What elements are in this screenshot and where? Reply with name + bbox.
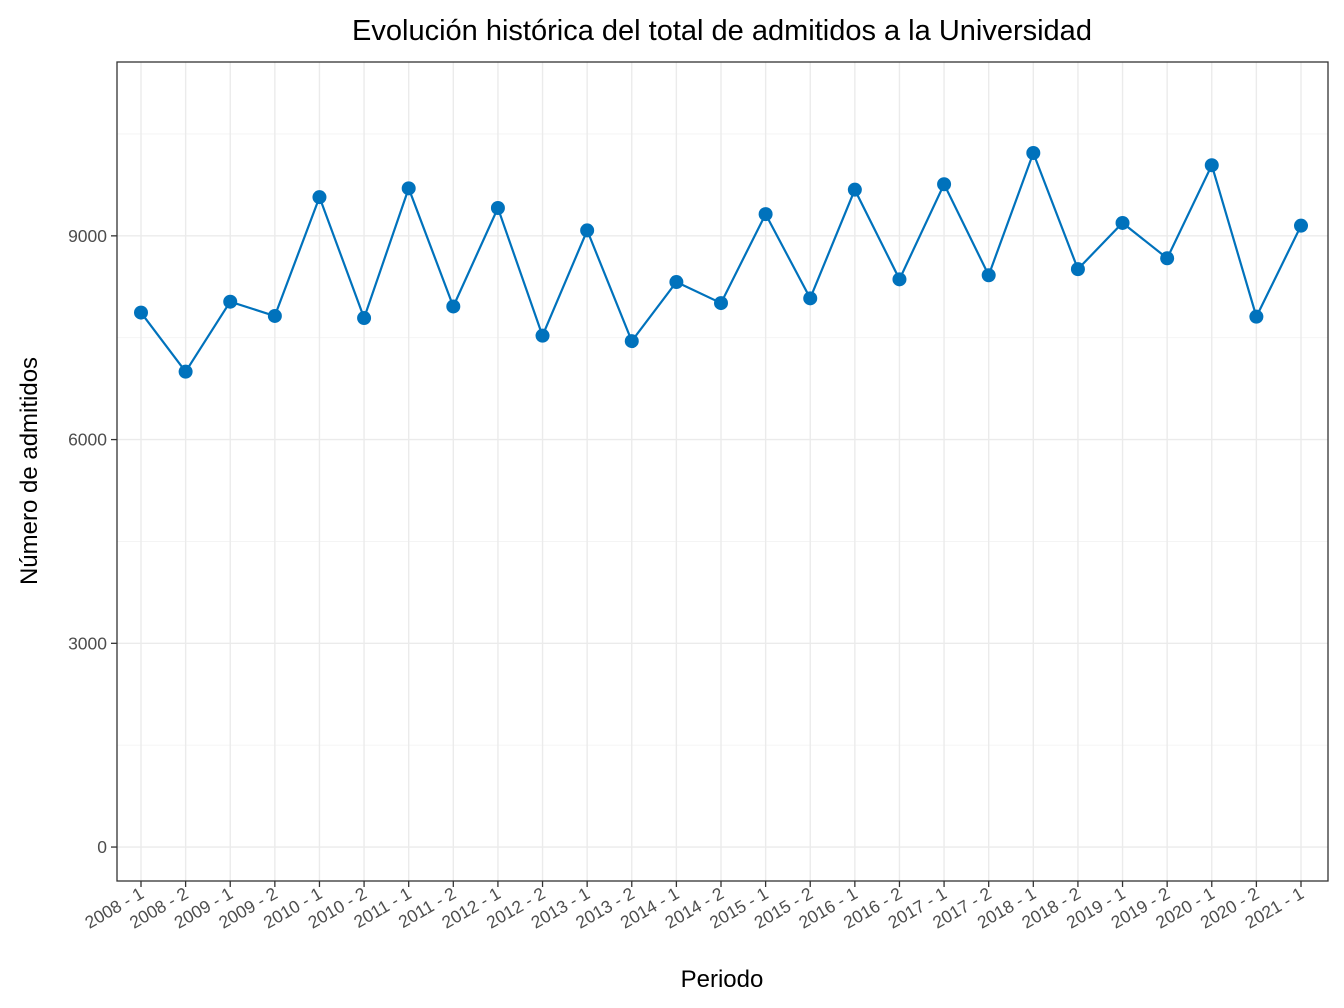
data-point: [892, 272, 907, 287]
data-point: [580, 223, 595, 238]
y-tick-label: 9000: [68, 226, 107, 246]
data-point: [1249, 309, 1264, 324]
data-point: [847, 182, 862, 197]
y-tick-label: 0: [97, 837, 107, 857]
data-point: [535, 328, 550, 343]
data-point: [134, 305, 148, 320]
data-point: [937, 177, 952, 192]
data-point: [803, 291, 818, 306]
x-axis-title: Periodo: [681, 966, 764, 993]
data-point: [1070, 262, 1085, 277]
data-point: [223, 294, 238, 309]
data-point: [267, 308, 282, 323]
y-tick-label: 6000: [68, 430, 107, 450]
grid-lines: [117, 62, 1328, 881]
plot-panel-border: [116, 61, 1329, 882]
chart-title: Evolución histórica del total de admitid…: [352, 15, 1092, 47]
data-point: [312, 190, 327, 205]
data-point: [669, 275, 684, 290]
y-axis: 0 3000 6000 9000: [68, 226, 117, 857]
data-point: [401, 181, 416, 196]
data-point: [490, 201, 505, 216]
data-point: [178, 364, 193, 379]
data-point: [758, 207, 773, 222]
data-point: [714, 296, 728, 311]
data-point: [357, 311, 372, 326]
data-point: [1160, 251, 1175, 266]
y-axis-title: Número de admitidos: [16, 357, 43, 585]
data-point: [1026, 146, 1041, 160]
y-tick-label: 3000: [68, 633, 107, 653]
data-series: [134, 146, 1308, 379]
data-point: [1204, 158, 1219, 173]
data-point: [1294, 218, 1308, 233]
data-point: [981, 268, 996, 283]
data-point: [1115, 215, 1130, 230]
data-point: [446, 299, 461, 314]
data-point: [624, 334, 639, 349]
